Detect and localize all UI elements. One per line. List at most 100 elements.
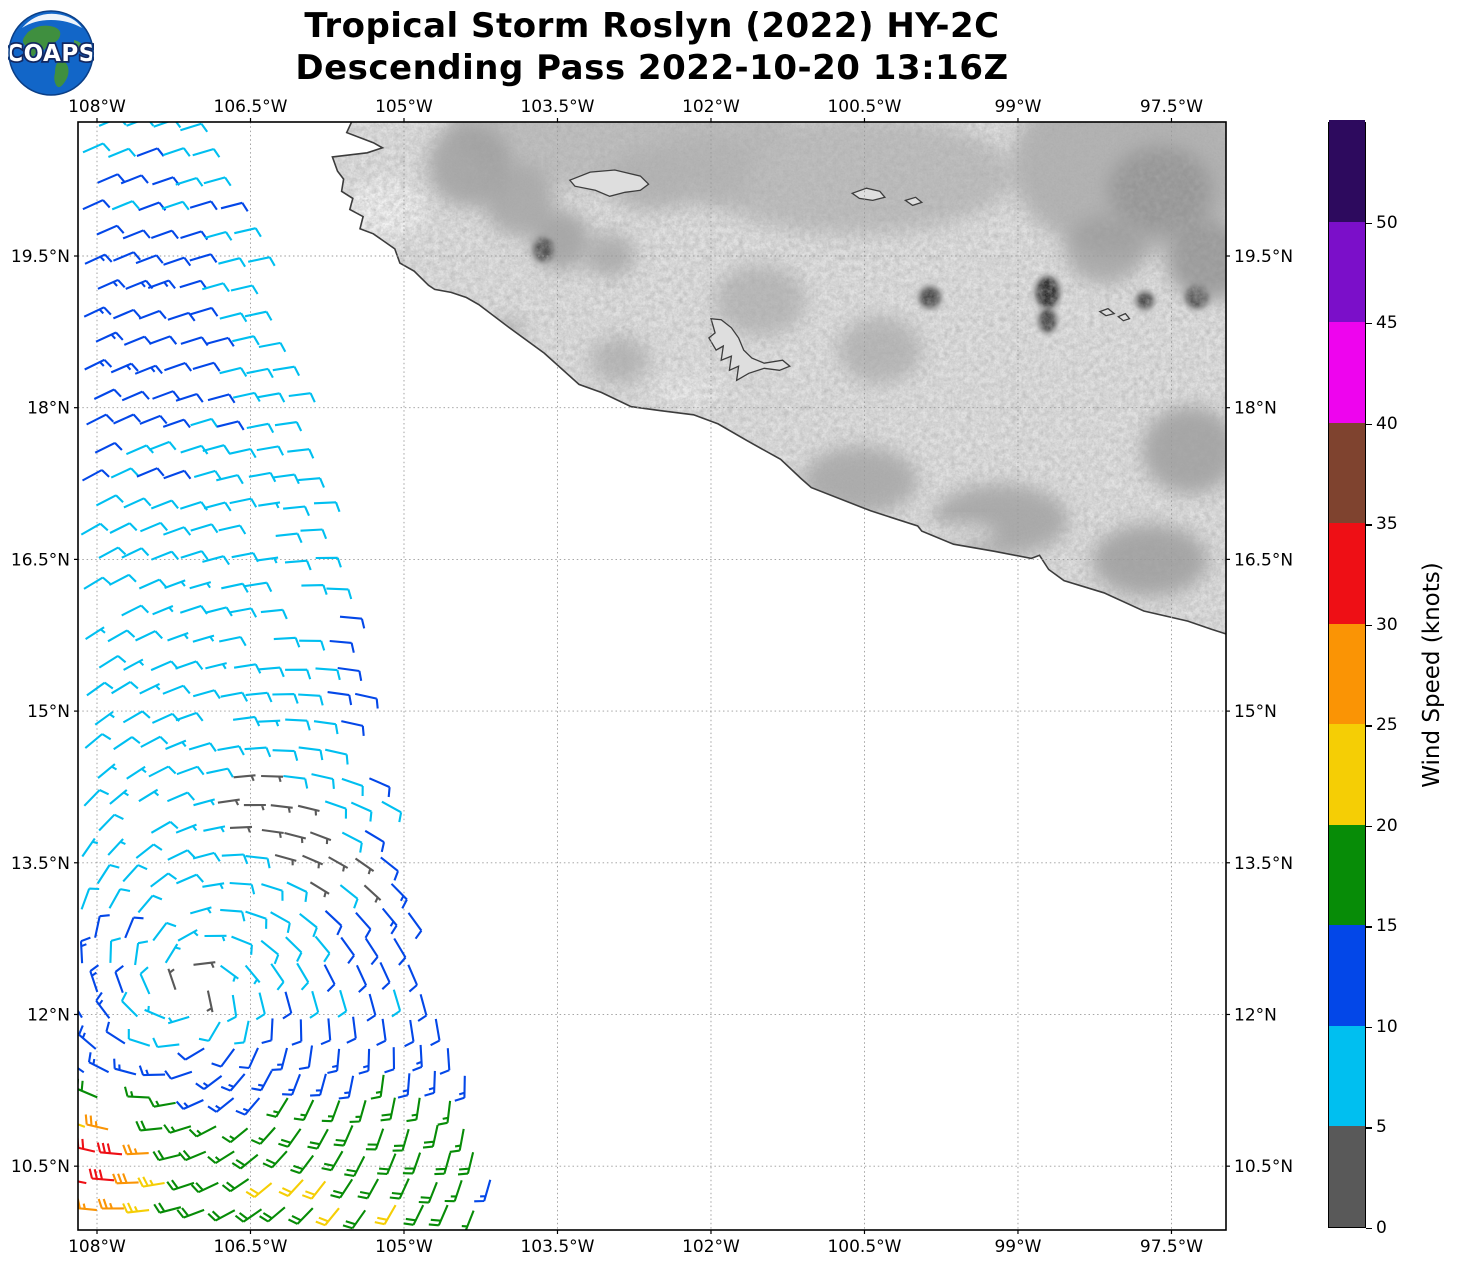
wind-barb xyxy=(112,251,141,262)
wind-barb xyxy=(135,1120,163,1132)
colorbar-tick xyxy=(1366,323,1372,325)
wind-barb xyxy=(150,820,179,834)
wind-barb xyxy=(311,773,335,789)
lat-label-right: 12°N xyxy=(1234,1005,1277,1025)
colorbar-segment xyxy=(1329,1025,1365,1127)
colorbar-tick xyxy=(1366,524,1372,526)
wind-barb xyxy=(339,884,359,909)
colorbar-tick xyxy=(1366,1026,1372,1029)
wind-barb xyxy=(266,1097,289,1118)
wind-barb xyxy=(330,1178,354,1199)
wind-barb xyxy=(407,912,423,940)
wind-barb xyxy=(392,1128,410,1152)
wind-barb xyxy=(121,390,150,402)
wind-barb xyxy=(245,691,273,703)
wind-barb xyxy=(256,556,279,564)
wind-barb xyxy=(339,615,366,629)
wind-barb xyxy=(368,777,391,798)
lon-label-top: 100.5°W xyxy=(827,97,901,117)
wind-barb xyxy=(275,532,303,544)
wind-barb xyxy=(175,176,204,187)
wind-barb xyxy=(245,1182,273,1198)
wind-barb xyxy=(376,1018,387,1047)
wind-barb xyxy=(114,964,124,994)
wind-barb xyxy=(78,1009,83,1019)
wind-barb xyxy=(135,630,163,642)
wind-barb xyxy=(313,720,339,735)
colorbar-segment xyxy=(1329,924,1365,1026)
wind-barb xyxy=(164,943,181,964)
colorbar-tick-label: 45 xyxy=(1376,313,1398,334)
lat-label-left: 16.5°N xyxy=(11,550,70,570)
lat-label-right: 19.5°N xyxy=(1234,247,1293,267)
wind-barb xyxy=(177,1047,205,1061)
wind-barb xyxy=(189,581,212,590)
wind-barb xyxy=(138,309,167,320)
wind-barb xyxy=(179,604,208,615)
colorbar-tick xyxy=(1366,423,1372,426)
wind-barb xyxy=(152,1037,180,1049)
wind-barb xyxy=(136,147,165,157)
wind-barb xyxy=(285,718,311,731)
wind-barb xyxy=(151,550,180,561)
wind-barb xyxy=(260,608,288,620)
wind-barb xyxy=(167,632,189,642)
wind-barb xyxy=(207,1150,235,1164)
colorbar-tick xyxy=(1366,1127,1372,1129)
wind-barb xyxy=(163,469,192,480)
wind-barb xyxy=(107,629,136,643)
wind-barb xyxy=(202,882,225,890)
wind-barb xyxy=(105,1021,126,1045)
wind-barb xyxy=(366,993,377,1022)
wind-barb xyxy=(217,798,240,806)
wind-barb xyxy=(192,851,221,862)
wind-barb xyxy=(229,607,258,618)
wind-barb xyxy=(138,1065,166,1077)
wind-barb xyxy=(137,894,163,914)
wind-barb xyxy=(83,306,112,318)
wind-barb xyxy=(148,440,177,451)
wind-barb xyxy=(120,174,149,185)
wind-barb xyxy=(152,921,177,942)
colorbar-segment xyxy=(1329,1125,1365,1227)
wind-barb xyxy=(89,964,100,993)
wind-barb xyxy=(298,746,324,761)
wind-barb xyxy=(80,522,109,536)
wind-barb xyxy=(261,1018,274,1045)
wind-barb xyxy=(244,746,272,758)
lat-label-left: 15°N xyxy=(27,702,70,722)
logo-text: COAPS xyxy=(8,41,94,67)
wind-barb xyxy=(86,413,115,426)
wind-barb xyxy=(309,881,330,898)
wind-barb xyxy=(333,1124,354,1147)
wind-barb xyxy=(243,803,266,811)
wind-barb xyxy=(127,1029,151,1047)
wind-barb xyxy=(307,1128,329,1150)
wind-barb xyxy=(231,551,260,563)
lon-label-top: 102°W xyxy=(682,97,740,117)
wind-barb xyxy=(428,1204,449,1227)
wind-barb xyxy=(299,639,326,651)
wind-barb xyxy=(346,1016,357,1044)
wind-barb xyxy=(288,392,316,403)
wind-barb xyxy=(284,831,307,844)
lon-label-top: 105°W xyxy=(375,97,433,117)
wind-barb xyxy=(270,963,285,991)
wind-barb xyxy=(226,994,238,1023)
wind-barb xyxy=(235,1097,261,1116)
wind-barb xyxy=(190,1181,219,1194)
wind-barb xyxy=(180,230,209,241)
wind-barb xyxy=(112,1173,139,1185)
colorbar-tick-label: 50 xyxy=(1376,212,1398,233)
colorbar xyxy=(1328,120,1366,1228)
wind-barb xyxy=(273,636,301,648)
wind-barb xyxy=(355,912,372,939)
lake xyxy=(850,187,887,202)
wind-barb xyxy=(220,1073,246,1092)
wind-barb xyxy=(192,147,221,158)
wind-barb xyxy=(233,774,256,782)
colorbar-tick xyxy=(1366,1228,1372,1230)
wind-barb xyxy=(96,224,125,236)
wind-barb xyxy=(111,681,139,695)
wind-barb xyxy=(287,448,315,459)
